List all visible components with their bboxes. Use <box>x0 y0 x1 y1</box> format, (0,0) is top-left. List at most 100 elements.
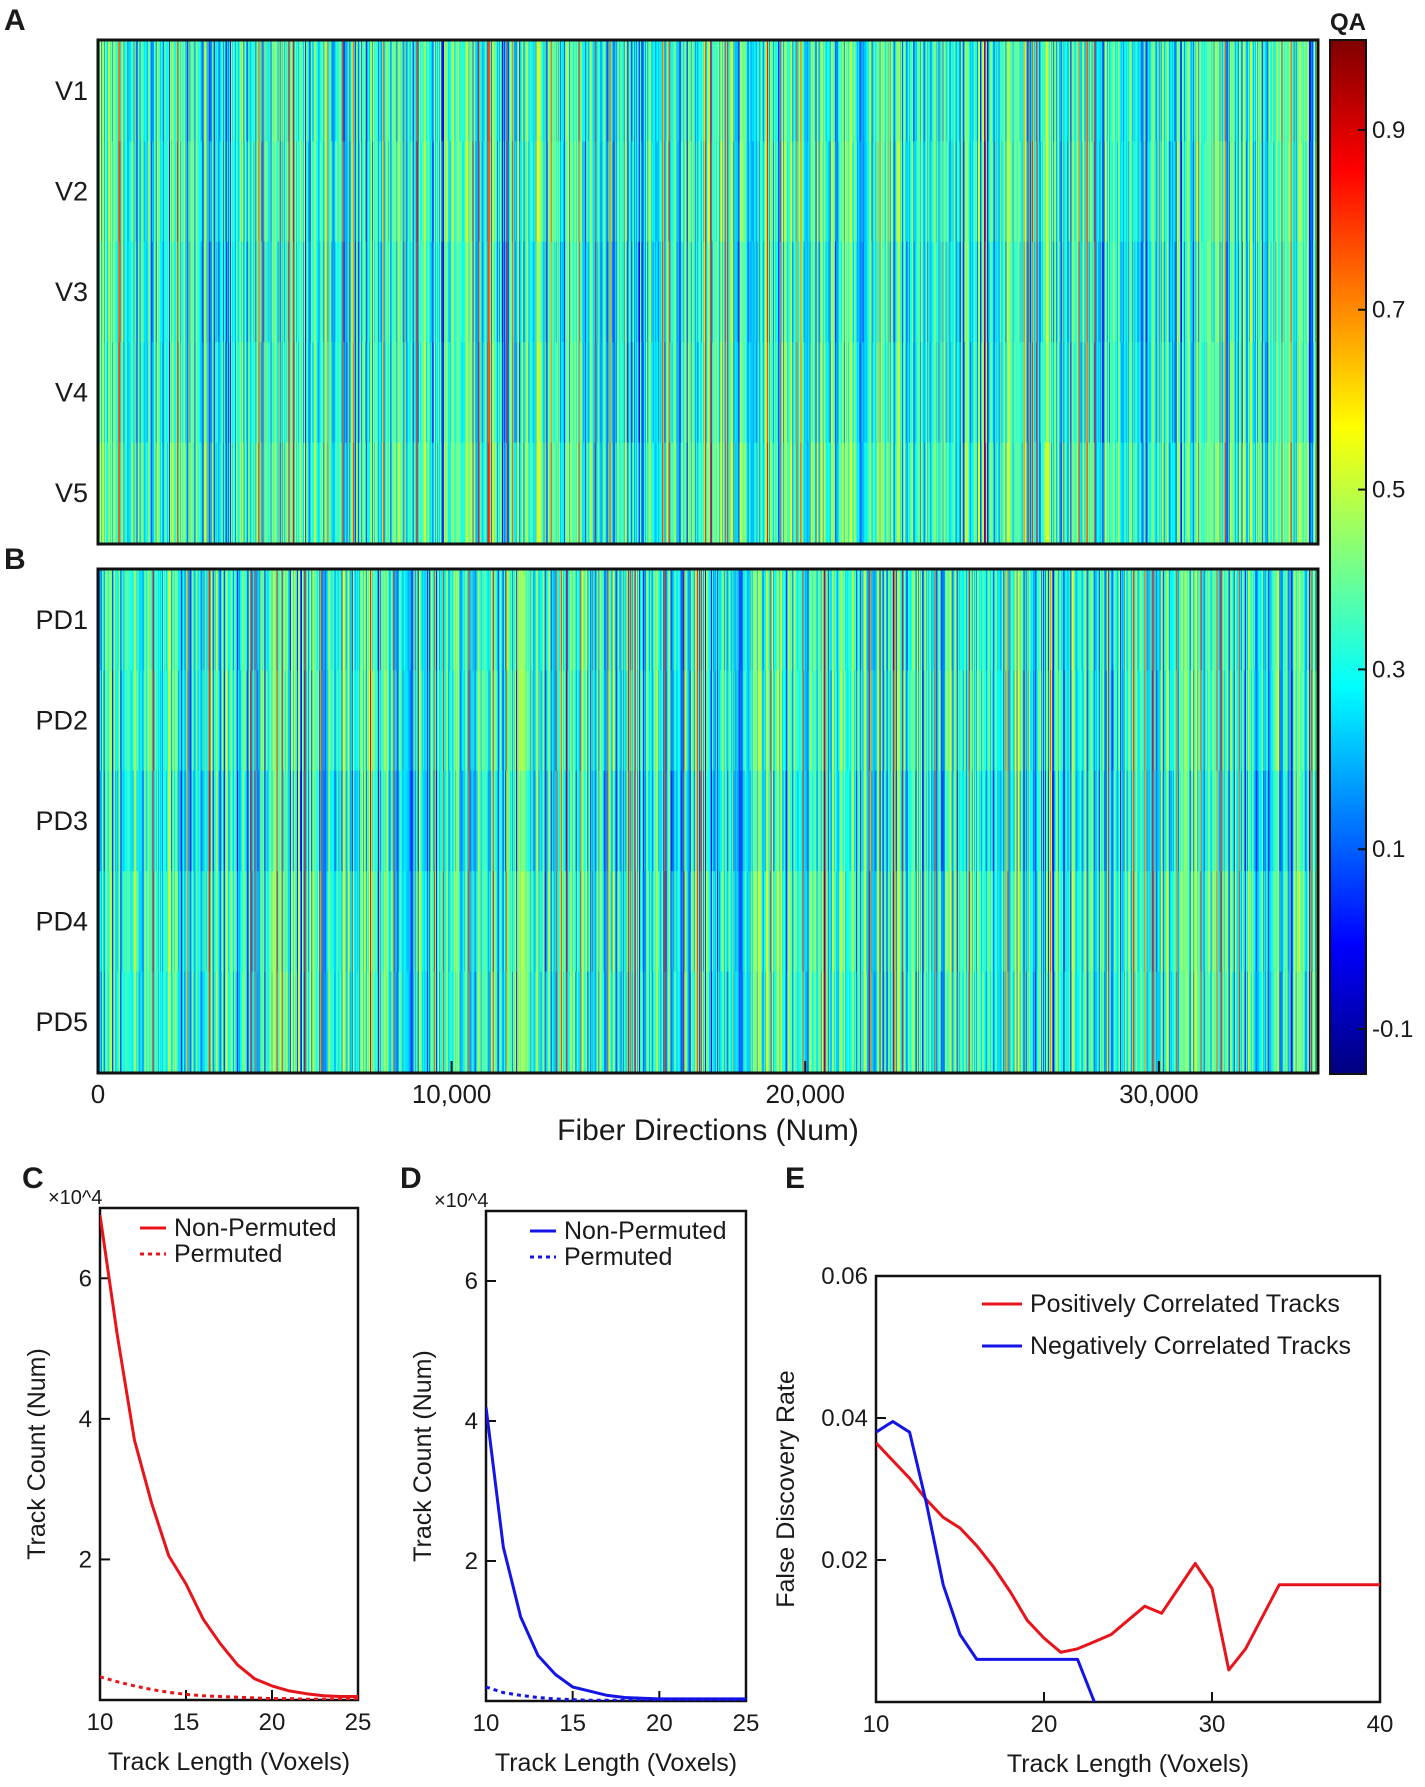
heatmap-cell <box>632 41 635 142</box>
heatmap-cell <box>585 141 587 243</box>
heatmap-cell <box>685 241 688 343</box>
heatmap-cell <box>104 41 106 142</box>
heatmap-cell <box>213 241 216 343</box>
heatmap-cell <box>131 141 133 243</box>
heatmap-cell <box>376 241 378 343</box>
heatmap-cell <box>1058 141 1060 243</box>
heatmap-cell <box>246 241 248 343</box>
heatmap-cell <box>565 241 568 343</box>
heatmap-cell <box>1213 41 1215 142</box>
heatmap-cell <box>472 141 474 243</box>
heatmap-cell <box>1253 41 1255 142</box>
heatmap-cell <box>279 141 282 243</box>
heatmap-cell <box>485 141 488 243</box>
heatmap-cell <box>938 41 940 142</box>
heatmap-cell <box>965 41 968 142</box>
heatmap-cell <box>1217 141 1219 243</box>
heatmap-cell <box>546 141 549 243</box>
heatmap-cell <box>536 241 538 343</box>
heatmap-cell <box>983 141 985 243</box>
heatmap-cell <box>555 41 558 142</box>
heatmap-cell <box>381 41 383 142</box>
heatmap-cell <box>114 241 116 343</box>
heatmap-cell <box>940 41 942 142</box>
heatmap-cell <box>1059 41 1061 142</box>
heatmap-cell <box>691 241 694 343</box>
heatmap-cell <box>484 241 487 343</box>
heatmap-cell <box>429 41 432 142</box>
heatmap-cell <box>442 141 444 243</box>
heatmap-cell <box>731 41 733 142</box>
heatmap-cell <box>277 41 280 142</box>
heatmap-cell <box>1279 41 1281 142</box>
heatmap-cell <box>684 141 687 243</box>
heatmap-cell <box>466 141 468 243</box>
heatmap-cell <box>791 141 793 243</box>
heatmap-cell <box>1231 41 1234 142</box>
heatmap-cell <box>111 141 113 243</box>
heatmap-cell <box>541 141 543 243</box>
heatmap-cell <box>860 41 862 142</box>
heatmap-cell <box>218 141 221 243</box>
heatmap-cell <box>245 241 247 343</box>
heatmap-cell <box>351 241 354 343</box>
heatmap-cell <box>908 141 911 243</box>
heatmap-cell <box>1246 41 1249 142</box>
heatmap-cell <box>1072 141 1074 243</box>
heatmap-cell <box>1100 141 1103 243</box>
heatmap-cell <box>176 41 178 142</box>
heatmap-cell <box>387 141 389 243</box>
heatmap-cell <box>361 41 364 142</box>
heatmap-cell <box>1210 41 1212 142</box>
heatmap-cell <box>939 141 941 243</box>
heatmap-cell <box>367 41 370 142</box>
heatmap-cell <box>644 41 646 142</box>
panel-label-b: B <box>4 543 26 576</box>
heatmap-cell <box>1256 41 1258 142</box>
heatmap-cell <box>856 41 858 142</box>
heatmap-cell <box>605 141 607 243</box>
heatmap-cell <box>816 41 819 142</box>
heatmap-cell <box>842 141 845 243</box>
heatmap-cell <box>247 141 249 243</box>
heatmap-cell <box>131 241 133 343</box>
heatmap-cell <box>1228 141 1231 243</box>
heatmap-cell <box>416 41 419 142</box>
heatmap-cell <box>1073 41 1075 142</box>
heatmap-cell <box>319 141 321 243</box>
heatmap-cell <box>705 141 708 243</box>
heatmap-cell <box>478 241 481 343</box>
heatmap-cell <box>583 241 585 343</box>
heatmap-cell <box>1098 41 1101 142</box>
heatmap-cell <box>302 241 304 343</box>
heatmap-cell <box>834 41 837 142</box>
heatmap-cell <box>1064 141 1066 243</box>
heatmap-cell <box>331 41 333 142</box>
heatmap-cell <box>973 41 976 142</box>
heatmap-cell <box>1120 41 1122 142</box>
heatmap-cell <box>550 141 553 243</box>
heatmap-cell <box>456 241 458 343</box>
heatmap-cell <box>711 241 713 343</box>
heatmap-cell <box>281 241 284 343</box>
heatmap-cell <box>129 141 131 243</box>
heatmap-cell <box>208 141 211 243</box>
heatmap-cell <box>1056 41 1058 142</box>
heatmap-cell <box>1166 41 1169 142</box>
heatmap-cell <box>742 41 744 142</box>
heatmap-cell <box>661 241 663 343</box>
heatmap-cell <box>1221 141 1224 243</box>
heatmap-cell <box>139 241 142 343</box>
heatmap-cell <box>244 241 246 343</box>
heatmap-cell <box>538 41 540 142</box>
heatmap-cell <box>673 241 675 343</box>
heatmap-cell <box>535 241 537 343</box>
heatmap-cell <box>438 241 440 343</box>
heatmap-cell <box>1041 41 1044 142</box>
heatmap-cell <box>410 241 413 343</box>
heatmap-cell <box>108 241 110 343</box>
heatmap-cell <box>802 141 804 243</box>
heatmap-cell <box>192 241 194 343</box>
heatmap-cell <box>547 241 550 343</box>
